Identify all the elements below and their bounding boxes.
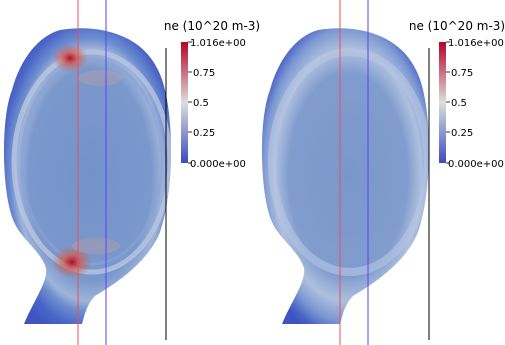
right-colorbar-max-label: 1.016e+00 <box>448 38 504 49</box>
left-colorbar-tick-label-05: 0.5 <box>193 98 209 109</box>
right-panel: ne (10^20 m-3) 1.016e+00 0.75 0.5 0.25 0… <box>261 0 505 345</box>
left-colorbar-title: ne (10^20 m-3) <box>164 19 260 33</box>
right-colorbar-gradient <box>439 42 446 163</box>
left-colorbar-ticks <box>188 41 192 164</box>
left-upper-hotspot <box>52 44 88 72</box>
right-colorbar-tick-label-025: 0.25 <box>451 128 473 139</box>
left-colorbar-max-label: 1.016e+00 <box>190 38 246 49</box>
right-colorbar-ticks <box>446 41 450 164</box>
left-lower-smear <box>72 238 120 254</box>
right-colorbar-tick-label-075: 0.75 <box>451 68 473 79</box>
left-density-field <box>3 28 172 325</box>
right-edge-ring <box>268 48 430 276</box>
left-panel: ne (10^20 m-3) 1.016e+00 0.75 0.5 0.25 0… <box>3 0 260 345</box>
right-colorbar-min-label: 0.000e+00 <box>448 159 504 170</box>
left-colorbar-tick-label-075: 0.75 <box>193 68 215 79</box>
left-density-map <box>3 28 172 325</box>
left-colorbar-min-label: 0.000e+00 <box>190 159 246 170</box>
right-density-map <box>261 28 430 325</box>
right-density-field <box>261 28 430 325</box>
left-edge-ring <box>11 49 172 275</box>
left-colorbar-tick-label-025: 0.25 <box>193 128 215 139</box>
left-colorbar-gradient <box>181 42 188 163</box>
left-lower-hotspot <box>52 246 92 278</box>
left-upper-smear <box>78 70 122 86</box>
right-colorbar-title: ne (10^20 m-3) <box>409 19 505 33</box>
left-inner-ring <box>20 58 164 266</box>
right-colorbar-tick-label-05: 0.5 <box>451 98 467 109</box>
